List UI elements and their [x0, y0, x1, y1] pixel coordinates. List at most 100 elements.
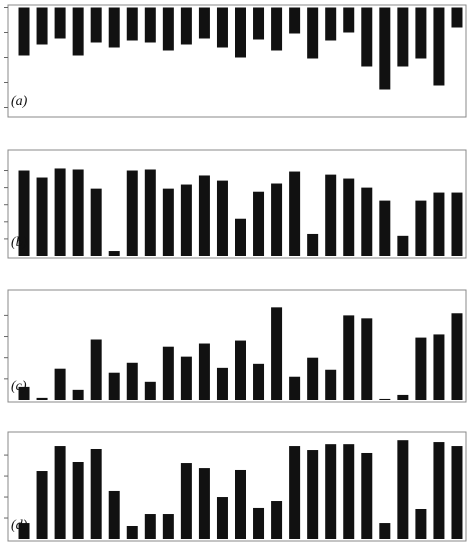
bar	[108, 372, 120, 400]
bar	[36, 177, 48, 256]
bar	[180, 7, 192, 45]
bar	[72, 7, 84, 56]
bar	[144, 169, 156, 256]
bar	[108, 7, 120, 48]
bar	[235, 7, 246, 58]
panel-frame	[7, 289, 467, 403]
bar	[126, 7, 138, 41]
bar	[307, 7, 319, 59]
bar	[180, 356, 192, 400]
bar	[108, 490, 120, 539]
bar	[216, 367, 228, 400]
bar	[361, 187, 373, 256]
bar	[271, 183, 283, 256]
panel: (c)	[4, 289, 467, 403]
bar	[36, 7, 48, 45]
bar	[72, 462, 84, 539]
bar	[18, 523, 30, 539]
bar	[54, 368, 66, 400]
bar	[54, 7, 66, 39]
panel-frame	[7, 431, 467, 542]
bar	[433, 192, 445, 256]
bar	[361, 7, 373, 67]
bar	[90, 339, 102, 400]
panel-label: (b)	[11, 235, 28, 250]
bar	[343, 178, 355, 256]
bar	[54, 446, 66, 539]
bar	[253, 507, 265, 539]
bar	[289, 446, 301, 539]
bar	[325, 174, 337, 256]
bar	[180, 184, 192, 256]
bar	[415, 7, 427, 59]
bar	[216, 7, 228, 48]
bar	[289, 171, 301, 256]
bar	[72, 169, 84, 256]
panel-label: (a)	[11, 94, 28, 109]
bar	[198, 343, 210, 400]
bar	[144, 514, 156, 539]
bar	[198, 468, 210, 539]
bar	[415, 337, 427, 400]
panel-label: (d)	[11, 518, 28, 533]
bar	[271, 7, 283, 51]
bar	[397, 394, 409, 400]
bar	[198, 7, 210, 39]
bar	[379, 398, 391, 400]
bar	[379, 200, 391, 256]
bar	[235, 340, 246, 400]
bar	[271, 501, 283, 539]
bar	[180, 463, 192, 539]
bar	[253, 191, 265, 256]
bar	[451, 446, 463, 539]
bar	[451, 192, 463, 256]
bar	[162, 346, 174, 400]
bar	[126, 525, 138, 539]
bar	[253, 363, 265, 400]
bar	[90, 448, 102, 539]
bar	[108, 251, 120, 256]
bar	[397, 7, 409, 67]
bar	[433, 7, 445, 86]
panel: (d)	[4, 431, 467, 542]
bar	[72, 389, 84, 400]
panel: (b)	[4, 149, 467, 259]
bar	[126, 362, 138, 400]
bar	[271, 307, 283, 400]
bar	[307, 357, 319, 400]
bar	[325, 7, 337, 41]
bar	[451, 313, 463, 400]
bar	[415, 200, 427, 256]
bar	[307, 450, 319, 539]
bar	[198, 175, 210, 256]
bar	[343, 315, 355, 400]
bar	[18, 386, 30, 400]
panel-frame	[7, 4, 467, 118]
bar	[307, 233, 319, 256]
bar	[433, 334, 445, 400]
bar	[54, 168, 66, 256]
panel: (a)	[4, 4, 467, 118]
bar	[379, 523, 391, 539]
bar	[144, 7, 156, 43]
bar	[162, 7, 174, 51]
bar	[36, 471, 48, 539]
bar	[216, 497, 228, 539]
bar	[325, 444, 337, 539]
bar	[90, 7, 102, 43]
bar	[18, 7, 30, 56]
bar	[343, 444, 355, 539]
bar	[397, 235, 409, 256]
bar	[126, 170, 138, 256]
bar	[162, 188, 174, 256]
bar	[90, 188, 102, 256]
bar	[289, 7, 301, 34]
bar	[433, 442, 445, 539]
bar	[18, 170, 30, 256]
bar	[144, 381, 156, 400]
bar	[235, 469, 246, 539]
bar	[216, 180, 228, 256]
bar	[235, 218, 246, 256]
bar	[361, 452, 373, 539]
